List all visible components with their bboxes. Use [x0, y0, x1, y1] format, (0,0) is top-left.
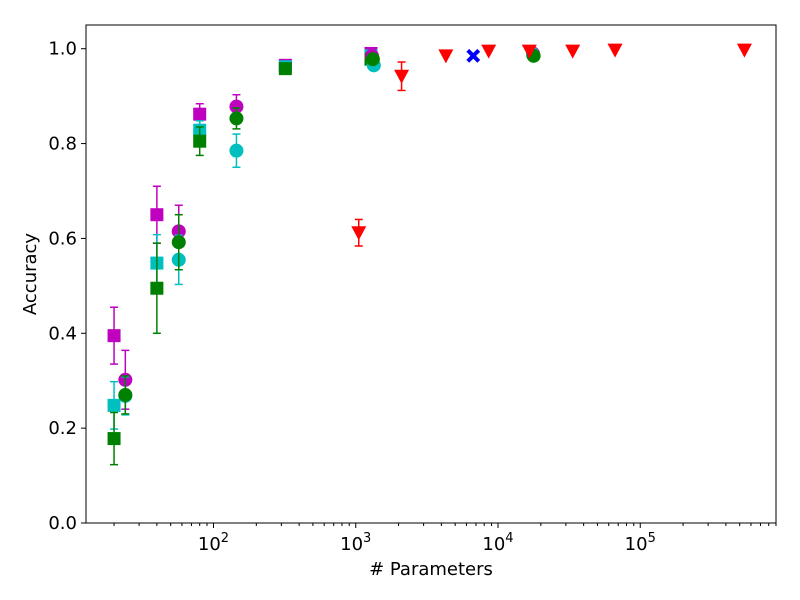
plot-area-frame	[85, 24, 777, 524]
triangle-down-marker	[736, 43, 752, 58]
circle-marker	[229, 111, 244, 126]
square-marker	[193, 107, 207, 121]
x-tick-exponent: 3	[363, 531, 371, 546]
y-tick-label: 0.6	[48, 228, 77, 249]
x-tick-base: 10	[340, 534, 363, 555]
square-marker	[107, 329, 121, 343]
x-tick-base: 10	[198, 534, 221, 555]
x-tick-exponent: 5	[648, 531, 656, 546]
triangle-down-marker	[438, 49, 454, 64]
triangle-down-marker	[481, 44, 497, 59]
y-tick-label: 0.4	[48, 323, 77, 344]
square-marker	[278, 62, 292, 76]
x-axis-ticks: 102 103 104 105	[113, 523, 777, 555]
y-axis-ticks: 0.0 0.2 0.4 0.6 0.8 1.0	[48, 39, 86, 534]
x-marker	[466, 48, 481, 63]
triangle-down-marker	[521, 44, 537, 59]
circle-marker	[229, 143, 244, 158]
triangle-down-marker	[351, 226, 367, 241]
circle-marker	[171, 235, 186, 250]
y-axis-label: Accuracy	[20, 233, 41, 316]
triangle-down-marker	[565, 44, 581, 59]
x-tick-label: 105	[625, 531, 656, 555]
y-tick-label: 0.0	[48, 513, 77, 534]
triangle-down-marker	[394, 69, 410, 84]
circle-marker	[365, 52, 380, 67]
square-marker	[193, 134, 207, 148]
square-marker	[150, 208, 164, 222]
x-tick-label: 102	[198, 531, 229, 555]
y-tick-label: 0.8	[48, 134, 77, 155]
y-tick-label: 1.0	[48, 39, 77, 60]
x-tick-exponent: 2	[221, 531, 229, 546]
x-axis-label: # Parameters	[369, 559, 493, 580]
x-tick-base: 10	[482, 534, 505, 555]
square-marker	[150, 281, 164, 295]
x-tick-label: 104	[482, 531, 513, 555]
x-tick-label: 103	[340, 531, 371, 555]
x-tick-base: 10	[625, 534, 648, 555]
plot-marks	[107, 43, 752, 466]
circle-marker	[118, 387, 133, 402]
square-marker	[107, 432, 121, 446]
triangle-down-marker	[607, 43, 623, 58]
circle-marker	[229, 99, 244, 114]
x-tick-exponent: 4	[505, 531, 513, 546]
y-tick-label: 0.2	[48, 418, 77, 439]
square-marker	[107, 398, 121, 412]
